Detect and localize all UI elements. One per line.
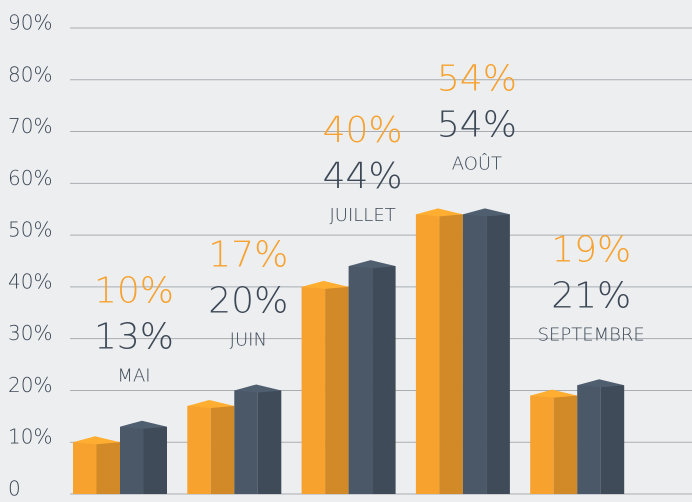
bar-face-left <box>530 391 554 494</box>
y-tick-label: 50% <box>8 218 52 242</box>
category-label: AOÛT <box>452 152 502 174</box>
bar-top <box>73 436 120 445</box>
category-label: SEPTEMBRE <box>538 324 645 345</box>
bar-top <box>348 260 396 269</box>
bar-face-left <box>577 381 601 494</box>
bar <box>577 379 625 494</box>
bar-face-left <box>187 401 211 494</box>
category-label: JUIN <box>230 329 267 350</box>
bar-face-right <box>372 262 396 494</box>
bar-top <box>462 208 510 217</box>
bar-face-left <box>120 422 144 494</box>
bar-face-right <box>553 391 578 494</box>
bar-face-left <box>301 282 326 494</box>
value-label: 13% <box>94 317 174 358</box>
bar-face-right <box>96 438 120 494</box>
bar-face-left <box>73 438 97 494</box>
value-label: 44% <box>323 156 403 197</box>
bar-face-left <box>234 386 258 494</box>
y-tick-label: 70% <box>8 114 52 138</box>
value-label: 21% <box>551 275 631 316</box>
bar-face-right <box>600 381 625 494</box>
bar-top <box>187 399 235 408</box>
value-label: 17% <box>208 234 288 275</box>
value-label: 54% <box>437 104 517 145</box>
y-tick-label: 30% <box>8 321 52 345</box>
bar <box>234 384 282 494</box>
category-label: JUILLET <box>329 205 395 226</box>
bar-face-right <box>143 422 167 494</box>
y-tick-label: 90% <box>8 11 52 35</box>
y-tick-label: 10% <box>8 425 52 449</box>
value-label: 40% <box>323 110 403 151</box>
bar <box>73 436 120 494</box>
bar-face-right <box>210 401 235 494</box>
bar-face-left <box>462 210 487 494</box>
bar-top <box>530 389 578 398</box>
y-tick-label: 0 <box>8 477 21 501</box>
value-label: 20% <box>208 280 288 321</box>
bar-face-right <box>257 386 282 494</box>
bar <box>187 399 235 494</box>
bar-face-right <box>439 210 463 494</box>
y-tick-label: 80% <box>8 62 52 86</box>
bar <box>415 208 463 494</box>
bar <box>348 260 396 494</box>
value-label: 10% <box>94 271 174 312</box>
bar <box>530 389 578 494</box>
bar <box>301 280 349 494</box>
category-label: MAI <box>117 366 150 387</box>
bar-top <box>577 379 625 388</box>
bar-face-left <box>348 262 373 494</box>
bar-face-left <box>415 210 440 494</box>
y-tick-label: 20% <box>8 373 52 397</box>
bar-face-right <box>486 210 510 494</box>
bar-top <box>301 280 349 289</box>
value-label: 54% <box>437 58 517 99</box>
bar <box>462 208 510 494</box>
value-label: 19% <box>551 229 631 270</box>
y-tick-label: 40% <box>8 269 52 293</box>
bar-top <box>234 384 282 393</box>
bar <box>120 420 167 494</box>
bar-face-right <box>325 282 349 494</box>
bar-top <box>120 420 167 429</box>
y-tick-label: 60% <box>8 166 52 190</box>
bar-top <box>415 208 463 217</box>
